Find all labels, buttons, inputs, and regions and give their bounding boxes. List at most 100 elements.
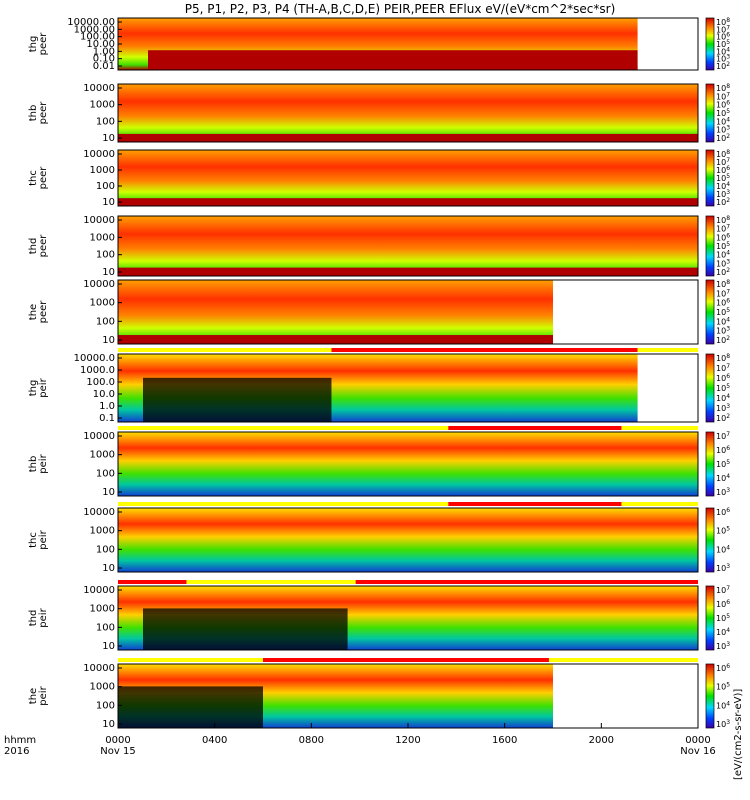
colorbar-tick-label: 103: [716, 719, 730, 729]
colorbar-tick-label: 104: [716, 544, 730, 554]
y-axis-label-probe: thg: [28, 380, 39, 397]
colorbar-tick-label: 103: [716, 326, 730, 336]
y-tick-label: 0.10: [93, 54, 115, 65]
colorbar-tick-label: 105: [716, 526, 730, 536]
colorbar-tick-label: 108: [716, 353, 730, 363]
colorbar-tick-label: 106: [716, 507, 730, 517]
potential-band: [148, 50, 638, 70]
colorbar-tick-label: 108: [716, 279, 730, 289]
panel-thc-peir: 10000 1000 100 10 thc peir 106 105 104 103: [28, 502, 730, 574]
x-tick-label: 2000: [589, 735, 614, 746]
colorbar-tick-label: 105: [716, 307, 730, 317]
colorbar: [705, 507, 715, 573]
mode-bar-segment: [118, 426, 449, 430]
colorbar-tick-label: 104: [716, 473, 730, 483]
y-axis-label-species: peer: [38, 101, 49, 125]
panel-frame: [117, 83, 699, 143]
colorbar: [705, 353, 715, 423]
colorbar-tick-label: 102: [716, 413, 730, 423]
colorbar-tick-label: 108: [716, 17, 730, 27]
y-tick-label: 1000.0: [80, 365, 115, 376]
potential-band: [118, 198, 698, 206]
y-tick-label: 1000: [90, 450, 115, 461]
colorbar-tick-label: 103: [716, 258, 730, 268]
panel-thc-peer: 10000 1000 100 10 thc peer 1081071061051041031…: [28, 149, 730, 208]
x-tick-date-label: Nov 15: [100, 746, 135, 757]
colorbar-tick-label: 106: [716, 100, 730, 110]
panel-frame: [117, 585, 699, 651]
spectrogram-data: [118, 432, 698, 496]
y-tick-label: 100: [96, 700, 115, 711]
y-axis-label-species: peir: [38, 453, 49, 473]
x-tick-label: 1600: [492, 735, 517, 746]
mode-bar-segment: [621, 502, 698, 506]
colorbar-tick-label: 103: [716, 641, 730, 651]
colorbar-tick-label: 104: [716, 700, 730, 710]
spectrogram-data: [118, 508, 698, 572]
y-axis-label-species: peir: [38, 607, 49, 627]
y-tick-label: 10: [102, 335, 115, 346]
colorbar-tick-label: 103: [716, 403, 730, 413]
y-tick-label: 10000: [83, 83, 115, 94]
colorbar-tick-label: 103: [716, 487, 730, 497]
y-axis-label-probe: thd: [28, 610, 39, 627]
potential-band: [118, 335, 553, 344]
panel-thb-peer: 10000 1000 100 10 thb peer 1081071061051041031…: [28, 83, 730, 144]
panel-frame: [117, 431, 699, 497]
y-tick-label: 10000: [83, 507, 115, 518]
colorbar-tick-label: 106: [716, 232, 730, 242]
colorbar-tick-label: 105: [716, 108, 730, 118]
mode-bar-segment: [621, 426, 698, 430]
x-axis-row1-label: hhmm: [4, 735, 36, 746]
x-axis-row2-label: 2016: [4, 746, 29, 757]
y-tick-label: 100: [96, 468, 115, 479]
low-count-region: [143, 608, 348, 650]
y-tick-label: 10.00: [86, 39, 115, 50]
y-tick-label: 10000: [83, 431, 115, 442]
colorbar-tick-label: 107: [716, 363, 730, 373]
panel-thd-peer: 10000 1000 100 10 thd peer 1081071061051041031…: [28, 215, 730, 278]
colorbar-tick-label: 102: [716, 335, 730, 345]
colorbar-tick-label: 105: [716, 682, 730, 692]
y-tick-label: 10: [102, 133, 115, 144]
x-tick-date-label: Nov 16: [680, 746, 715, 757]
colorbar-tick-label: 104: [716, 393, 730, 403]
colorbar: [705, 17, 715, 71]
spectrogram-data: [118, 216, 698, 276]
low-count-region: [143, 377, 332, 422]
colorbar: [705, 83, 715, 143]
colorbar: [705, 279, 715, 345]
spectrogram-data: [118, 280, 553, 344]
colorbar-tick-label: 102: [716, 133, 730, 143]
mode-bar-segment: [448, 426, 622, 430]
y-tick-label: 1000: [90, 604, 115, 615]
colorbar-tick-label: 104: [716, 181, 730, 191]
colorbar-tick-label: 104: [716, 316, 730, 326]
colorbar-tick-label: 103: [716, 563, 730, 573]
panel-the-peer: 10000 1000 100 10 the peer 1081071061051041031…: [28, 279, 730, 346]
y-tick-label: 100: [96, 316, 115, 327]
colorbar-tick-label: 107: [716, 157, 730, 167]
y-tick-label: 10.0: [93, 389, 115, 400]
y-axis-label-species: peir: [38, 685, 49, 705]
y-axis-label-species: peir: [38, 377, 49, 397]
y-tick-label: 10: [102, 197, 115, 208]
colorbar-tick-label: 107: [716, 224, 730, 234]
y-tick-label: 1000.00: [74, 24, 115, 35]
potential-band: [118, 133, 698, 142]
y-tick-label: 10: [102, 641, 115, 652]
mode-bar-segment: [186, 580, 356, 584]
panel-frame: [117, 215, 699, 277]
x-tick-label: 1200: [395, 735, 420, 746]
low-count-region: [118, 686, 263, 728]
colorbar: [705, 215, 715, 277]
colorbar-tick-label: 106: [716, 663, 730, 673]
y-axis-label-probe: thb: [28, 456, 39, 473]
y-tick-label: 1.0: [99, 401, 115, 412]
colorbar-tick-label: 102: [716, 197, 730, 207]
y-tick-label: 10000: [83, 585, 115, 596]
figure-title: P5, P1, P2, P3, P4 (TH-A,B,C,D,E) PEIR,P…: [185, 2, 616, 16]
colorbar: [705, 431, 715, 497]
mode-bar-segment: [118, 502, 449, 506]
